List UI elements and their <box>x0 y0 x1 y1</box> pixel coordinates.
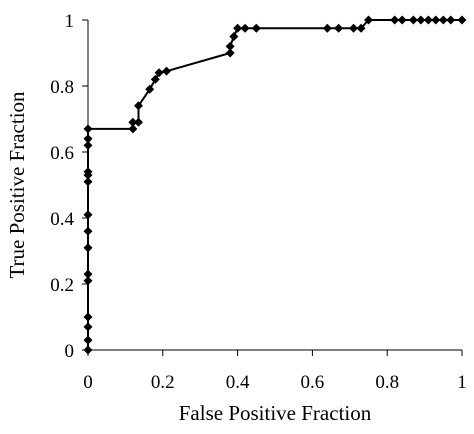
data-point-marker <box>438 15 448 25</box>
data-point-marker <box>397 15 407 25</box>
data-point-marker <box>251 23 261 33</box>
y-tick-label: 0.4 <box>50 209 74 230</box>
data-point-marker <box>416 15 426 25</box>
x-tick-label: 0.4 <box>226 372 250 393</box>
data-point-marker <box>457 15 467 25</box>
data-point-marker <box>233 23 243 33</box>
data-point-marker <box>83 167 93 177</box>
data-point-marker <box>83 177 93 187</box>
data-point-marker <box>83 345 93 355</box>
x-tick-label: 0.8 <box>375 372 399 393</box>
y-tick-label: 0.2 <box>50 275 74 296</box>
data-point-marker <box>128 124 138 134</box>
data-point-marker <box>133 117 143 127</box>
data-point-marker <box>83 335 93 345</box>
roc-curve-line <box>87 19 462 350</box>
data-point-marker <box>322 23 332 33</box>
data-point-marker <box>83 210 93 220</box>
data-point-marker <box>162 66 172 76</box>
x-tick-label: 0.2 <box>151 372 175 393</box>
data-point-marker <box>83 243 93 253</box>
data-point-marker <box>431 15 441 25</box>
x-tick-label: 0 <box>83 372 93 393</box>
data-point-marker <box>446 15 456 25</box>
data-point-marker <box>128 117 138 127</box>
data-point-marker <box>225 48 235 58</box>
data-point-marker <box>423 15 433 25</box>
y-tick-label: 1 <box>65 11 75 32</box>
data-point-marker <box>83 134 93 144</box>
data-point-marker <box>154 68 164 78</box>
data-point-marker <box>133 101 143 111</box>
data-point-marker <box>390 15 400 25</box>
tick-labels: 0 0.2 0.4 0.6 0.8 1 0 0.2 0.4 0.6 0.8 1 <box>50 11 467 393</box>
data-point-marker <box>83 322 93 332</box>
tick-marks <box>82 19 463 356</box>
x-axis-title: False Positive Fraction <box>179 401 372 425</box>
data-point-marker <box>150 74 160 84</box>
data-point-marker <box>83 276 93 286</box>
x-tick-label: 1 <box>457 372 467 393</box>
data-point-marker <box>229 32 239 41</box>
y-tick-label: 0 <box>65 341 75 362</box>
data-point-marker <box>83 140 93 150</box>
data-point-marker <box>356 23 366 33</box>
data-point-marker <box>240 23 250 33</box>
data-point-marker <box>364 15 373 25</box>
data-point-marker <box>145 84 155 94</box>
series-layer <box>83 15 467 355</box>
axes <box>87 20 462 351</box>
data-point-marker <box>83 269 93 279</box>
data-point-marker <box>83 312 93 322</box>
data-point-marker <box>349 23 359 33</box>
x-tick-label: 0.6 <box>301 372 325 393</box>
data-point-marker <box>83 124 93 134</box>
data-point-marker <box>408 15 418 25</box>
y-axis-title: True Positive Fraction <box>5 91 29 279</box>
data-point-marker <box>334 23 344 33</box>
y-tick-label: 0.8 <box>50 77 74 98</box>
data-point-marker <box>225 41 235 51</box>
y-tick-label: 0.6 <box>50 143 74 164</box>
data-point-marker <box>83 226 93 236</box>
